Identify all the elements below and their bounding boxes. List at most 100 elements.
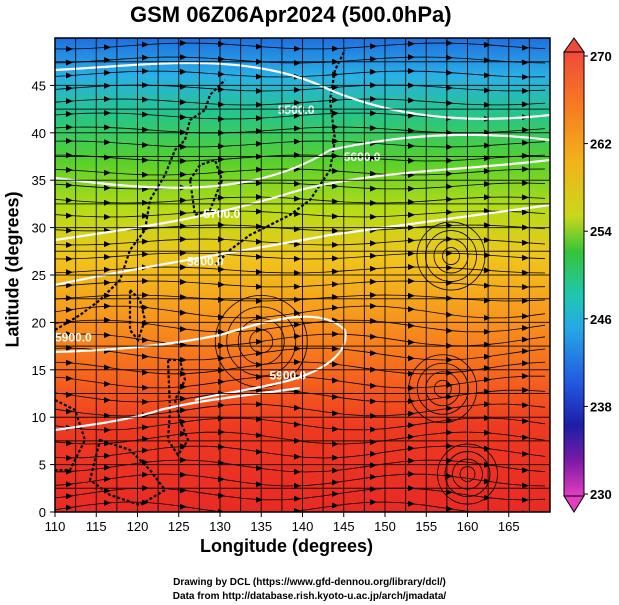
streamline-arrow (180, 114, 187, 121)
streamline-arrow (256, 401, 263, 408)
streamline-arrow (142, 142, 149, 148)
streamline-arrow (408, 157, 415, 164)
streamline-arrow (142, 68, 149, 75)
streamline-arrow (484, 376, 491, 383)
x-tick-label: 165 (498, 519, 520, 534)
colorbar-tick-label: 262 (590, 137, 612, 152)
credit-data-source: Data from http://database.rish.kyoto-u.a… (172, 591, 447, 602)
streamline-arrow (522, 166, 529, 173)
streamline-arrow (180, 309, 187, 316)
streamline-arrow (370, 96, 377, 102)
streamline-arrow (522, 297, 529, 304)
streamline-arrow (332, 241, 339, 248)
streamline-arrow (446, 443, 453, 449)
x-tick-label: 135 (250, 519, 272, 534)
vortex-streamline (408, 354, 478, 424)
streamline-arrow (522, 101, 529, 108)
contour-label: 5900.0 (55, 330, 92, 344)
streamline-arrow (370, 56, 377, 62)
streamline-arrow (484, 314, 491, 321)
y-tick-label: 20 (32, 315, 46, 330)
streamline-arrow (66, 85, 73, 92)
streamline-arrow (66, 440, 73, 447)
streamline-arrow (370, 43, 377, 50)
streamline-arrow (256, 416, 263, 423)
streamline-arrow (332, 502, 339, 509)
streamline-arrow (446, 196, 453, 203)
streamline-arrow (66, 212, 73, 219)
streamline-arrow (256, 432, 263, 439)
streamline-arrow (484, 415, 491, 421)
streamline-arrow (256, 338, 263, 345)
streamline-arrow (180, 487, 187, 494)
streamline-arrow (104, 397, 111, 404)
streamline-arrow (104, 452, 111, 459)
streamline-arrow (66, 59, 73, 66)
streamline-arrow (180, 503, 187, 510)
streamline-arrow (408, 398, 415, 405)
streamline-arrow (66, 504, 73, 511)
streamline-arrow (142, 157, 149, 164)
streamline-arrow (446, 356, 453, 363)
streamline-arrow (522, 325, 529, 331)
streamline-arrow (256, 166, 263, 173)
streamline-arrow (180, 54, 187, 61)
streamline-arrow (446, 382, 453, 389)
streamline-arrow (66, 455, 73, 461)
streamline-arrow (294, 86, 301, 93)
streamline-arrow (104, 110, 111, 116)
streamline-arrow (484, 494, 491, 501)
streamline-arrow (294, 495, 301, 502)
streamline-arrow (294, 321, 301, 328)
streamline-arrow (408, 355, 415, 362)
y-tick-label: 30 (32, 221, 46, 236)
streamline-arrow (446, 327, 453, 334)
streamline-arrow (256, 448, 263, 455)
streamline-arrow (332, 394, 339, 400)
streamline-arrow (294, 345, 301, 352)
streamline-arrow (332, 454, 339, 461)
streamline-arrow (408, 250, 415, 257)
streamline-arrow (370, 426, 377, 433)
streamline-arrow (66, 72, 73, 79)
streamline-arrow (66, 468, 73, 475)
streamline-arrow (484, 478, 491, 485)
streamline-arrow (256, 88, 263, 94)
streamline-arrow (522, 434, 529, 441)
colorbar-tick-label: 230 (590, 487, 612, 502)
streamline-arrow (66, 481, 73, 488)
streamline-arrow (370, 185, 377, 192)
contour-label: 5700.0 (204, 207, 241, 221)
streamline-arrow (294, 211, 301, 217)
streamline-arrow (66, 408, 73, 415)
streamline-arrow (522, 418, 529, 425)
streamline-arrow (522, 313, 529, 320)
streamline-arrow (332, 213, 339, 220)
streamline-arrow (370, 350, 377, 357)
streamline-arrow (408, 385, 415, 391)
streamline-arrow (484, 87, 491, 94)
streamline-arrow (370, 303, 377, 310)
streamline-arrow (104, 279, 111, 286)
streamline-arrow (484, 101, 491, 108)
streamline-arrow (66, 227, 73, 234)
streamline-arrow (180, 210, 187, 217)
streamline-arrow (408, 339, 415, 346)
vortex-streamline (425, 230, 477, 282)
x-tick-label: 125 (168, 519, 190, 534)
streamline-arrow (180, 197, 187, 204)
streamline-arrow (370, 499, 377, 506)
streamline-arrow (446, 157, 453, 164)
streamline-arrow (104, 124, 111, 131)
y-axis-label: Latitude (degrees) (2, 191, 23, 348)
streamline-arrow (294, 45, 301, 52)
streamline-arrow (370, 240, 377, 247)
x-tick-label: 160 (457, 519, 479, 534)
credit-dcl: Drawing by DCL (https://www.gfd-dennou.o… (173, 577, 446, 588)
streamline-arrow (332, 345, 339, 352)
streamline-arrow (484, 328, 491, 335)
streamline-arrow (446, 183, 453, 190)
streamline-arrow (446, 54, 453, 61)
streamline-arrow (408, 143, 415, 149)
streamline-arrow (484, 237, 491, 244)
